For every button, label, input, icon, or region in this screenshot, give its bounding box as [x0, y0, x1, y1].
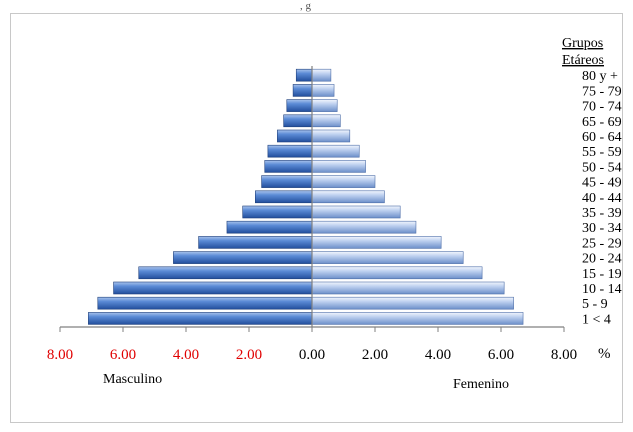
bar-femenino [311, 175, 376, 188]
bar-masculino [264, 160, 313, 173]
bar-femenino [311, 114, 341, 128]
bar-femenino [311, 129, 351, 143]
bar-masculino [88, 312, 313, 325]
bar-masculino [242, 205, 313, 219]
category-label: 15 - 19 [582, 267, 622, 282]
bar-masculino [255, 190, 313, 204]
bar-femenino [311, 266, 483, 280]
bar-femenino [311, 312, 524, 325]
bar-masculino [97, 296, 313, 310]
bar-femenino [311, 236, 442, 249]
x-tick-label: 6.00 [110, 347, 136, 363]
top-partial-text: , g [300, 0, 311, 12]
x-tick-label: 2.00 [362, 347, 388, 363]
bar-femenino [311, 296, 514, 310]
bar-femenino [311, 144, 360, 158]
x-tick-label: 4.00 [173, 347, 199, 363]
x-tick-label: 4.00 [425, 347, 451, 363]
category-label: 5 - 9 [582, 297, 608, 312]
category-label: 45 - 49 [582, 176, 622, 191]
bar-masculino [286, 99, 313, 112]
bar-masculino [138, 266, 313, 280]
bar-femenino [311, 190, 385, 204]
bar-masculino [283, 114, 313, 128]
category-label: 10 - 14 [582, 282, 622, 297]
x-unit-label: % [598, 346, 611, 362]
category-label: 1 < 4 [582, 312, 611, 327]
bar-masculino [226, 220, 313, 234]
category-label: 70 - 74 [582, 100, 622, 115]
bar-femenino [311, 68, 332, 82]
bar-masculino [292, 84, 313, 97]
bar-femenino [311, 99, 338, 112]
x-tick-label: 8.00 [47, 347, 73, 363]
bar-masculino [295, 68, 313, 82]
bar-femenino [311, 251, 464, 264]
category-label: 60 - 64 [582, 130, 622, 145]
category-label: 55 - 59 [582, 145, 622, 160]
category-label: 30 - 34 [582, 221, 622, 236]
bar-femenino [311, 281, 505, 295]
label-masculino: Masculino [103, 372, 162, 387]
category-label: 50 - 54 [582, 160, 622, 175]
legend-title-grupos: Grupos [562, 36, 603, 51]
category-label: 75 - 79 [582, 84, 622, 99]
bar-masculino [198, 236, 313, 249]
x-tick-label: 6.00 [488, 347, 514, 363]
category-label: 65 - 69 [582, 115, 622, 130]
legend-title-etareos: Etáreos [562, 53, 604, 68]
bar-femenino [311, 160, 366, 173]
chart-frame [10, 13, 623, 423]
label-femenino: Femenino [453, 377, 509, 392]
x-tick-label: 0.00 [299, 347, 325, 363]
bar-masculino [267, 144, 313, 158]
category-label: 80 y + [582, 69, 618, 84]
bar-femenino [311, 205, 401, 219]
bar-masculino [173, 251, 313, 264]
bar-femenino [311, 220, 417, 234]
x-tick-label: 8.00 [551, 347, 577, 363]
bar-masculino [277, 129, 313, 143]
category-label: 20 - 24 [582, 252, 622, 267]
bar-masculino [261, 175, 313, 188]
category-label: 25 - 29 [582, 236, 622, 251]
category-label: 35 - 39 [582, 206, 622, 221]
bar-masculino [113, 281, 313, 295]
bar-femenino [311, 84, 335, 97]
category-label: 40 - 44 [582, 191, 622, 206]
x-tick-label: 2.00 [236, 347, 262, 363]
